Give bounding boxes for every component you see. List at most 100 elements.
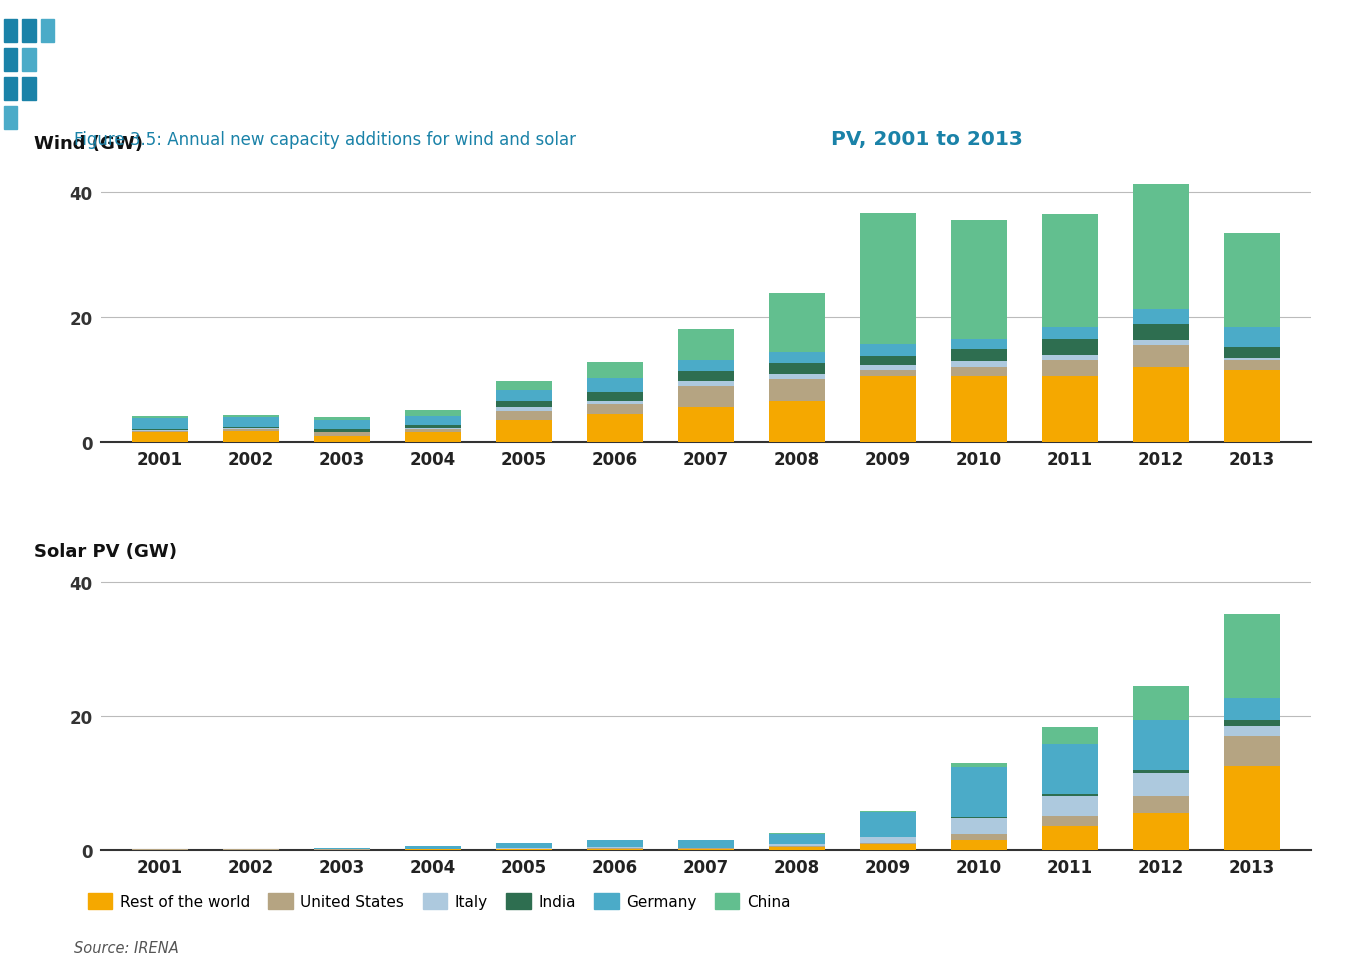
Bar: [4, 49, 17, 71]
Bar: [1132, 185, 1189, 310]
Bar: [1132, 346, 1189, 367]
Bar: [1224, 726, 1280, 737]
Bar: [40, 20, 54, 43]
Bar: [859, 377, 916, 443]
Bar: [313, 420, 370, 430]
Bar: [496, 849, 553, 850]
Bar: [586, 379, 643, 393]
Bar: [4, 78, 17, 101]
Bar: [22, 49, 35, 71]
Bar: [859, 843, 916, 845]
Bar: [405, 425, 461, 429]
Bar: [859, 811, 916, 812]
Bar: [586, 363, 643, 379]
Bar: [1042, 796, 1099, 817]
Bar: [678, 361, 734, 371]
Bar: [1042, 356, 1099, 361]
Bar: [951, 763, 1007, 767]
Bar: [586, 840, 643, 847]
Bar: [678, 381, 734, 386]
Bar: [223, 415, 280, 418]
Bar: [769, 833, 826, 844]
Bar: [769, 375, 826, 380]
Bar: [496, 381, 553, 391]
Bar: [313, 436, 370, 443]
Bar: [223, 432, 280, 443]
Bar: [132, 431, 188, 433]
Bar: [951, 349, 1007, 361]
Bar: [859, 345, 916, 357]
Text: Figure 3.5: Annual new capacity additions for wind and solar: Figure 3.5: Annual new capacity addition…: [74, 131, 581, 149]
Bar: [951, 340, 1007, 349]
Bar: [1042, 361, 1099, 377]
Bar: [22, 20, 35, 43]
Bar: [586, 393, 643, 402]
Bar: [769, 294, 826, 353]
Bar: [1042, 827, 1099, 850]
Bar: [678, 408, 734, 443]
Bar: [1224, 698, 1280, 720]
Bar: [313, 433, 370, 436]
Bar: [496, 391, 553, 402]
Bar: [859, 370, 916, 377]
Bar: [132, 433, 188, 443]
Bar: [1132, 687, 1189, 720]
Bar: [951, 221, 1007, 340]
Text: International Renewable Energy Agency: International Renewable Energy Agency: [1197, 50, 1345, 60]
Bar: [313, 430, 370, 433]
Bar: [1132, 720, 1189, 770]
Bar: [223, 429, 280, 432]
Bar: [405, 433, 461, 443]
Text: Solar PV (GW): Solar PV (GW): [35, 542, 178, 561]
Bar: [769, 846, 826, 847]
Bar: [859, 812, 916, 837]
Bar: [859, 845, 916, 850]
Bar: [769, 847, 826, 850]
Bar: [951, 367, 1007, 377]
Bar: [769, 353, 826, 363]
Bar: [405, 430, 461, 433]
Bar: [313, 417, 370, 420]
Bar: [1132, 341, 1189, 346]
Bar: [678, 386, 734, 408]
Bar: [951, 767, 1007, 817]
Legend: Rest of the world, United States, Italy, India, Germany, China: Rest of the world, United States, Italy,…: [82, 887, 796, 915]
Bar: [951, 818, 1007, 834]
Text: Source: IRENA: Source: IRENA: [74, 941, 179, 956]
Bar: [859, 366, 916, 370]
Bar: [586, 414, 643, 443]
Bar: [1042, 327, 1099, 340]
Bar: [1132, 770, 1189, 773]
Bar: [1132, 367, 1189, 443]
Bar: [586, 402, 643, 404]
Bar: [1132, 796, 1189, 813]
Bar: [769, 380, 826, 402]
Text: PV, 2001 to 2013: PV, 2001 to 2013: [831, 130, 1024, 149]
Bar: [1132, 325, 1189, 341]
Bar: [496, 411, 553, 420]
Bar: [1224, 359, 1280, 361]
Bar: [859, 837, 916, 843]
Bar: [405, 429, 461, 430]
Bar: [405, 846, 461, 849]
Bar: [1224, 737, 1280, 766]
Bar: [496, 843, 553, 848]
Bar: [678, 849, 734, 850]
Bar: [1042, 340, 1099, 356]
Bar: [769, 844, 826, 846]
Bar: [769, 363, 826, 375]
Bar: [586, 404, 643, 414]
Bar: [1224, 348, 1280, 359]
Bar: [1224, 766, 1280, 850]
Bar: [1224, 720, 1280, 726]
Bar: [1224, 327, 1280, 348]
Bar: [1132, 813, 1189, 850]
Bar: [769, 402, 826, 443]
Bar: [405, 416, 461, 425]
Bar: [1042, 215, 1099, 327]
Bar: [496, 408, 553, 411]
Bar: [1042, 727, 1099, 743]
Bar: [586, 849, 643, 850]
Bar: [678, 840, 734, 848]
Bar: [1042, 743, 1099, 794]
